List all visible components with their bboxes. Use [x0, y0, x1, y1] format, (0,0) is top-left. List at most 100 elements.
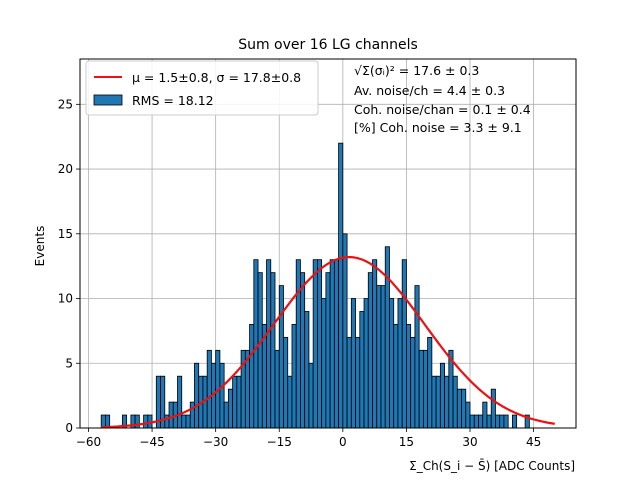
plot-frame [79, 58, 577, 429]
histogram-bar [439, 362, 445, 429]
histogram-bar [512, 414, 518, 429]
histogram-bar [249, 324, 255, 429]
histogram-bar [232, 375, 238, 429]
histogram-bar [406, 324, 412, 429]
histogram-bar [435, 375, 441, 429]
y-tick-label: 10 [58, 292, 73, 306]
x-tick-label: −15 [267, 435, 292, 449]
histogram-bar [270, 272, 276, 429]
histogram-bar [300, 272, 306, 429]
histogram-bar [236, 375, 242, 429]
y-tick-label: 25 [58, 97, 73, 111]
histogram-bar [414, 285, 420, 429]
histogram-bar [444, 375, 450, 429]
legend-box [85, 60, 319, 116]
histogram-bar [473, 414, 479, 429]
annotation-total-noise: √Σ(σᵢ)² = 17.6 ± 0.3 [354, 63, 479, 78]
histogram-bar [495, 414, 501, 429]
x-tick-label: 15 [399, 435, 414, 449]
histogram-bar [355, 336, 361, 429]
histogram-bar [478, 414, 484, 429]
histogram-bar [363, 298, 369, 429]
histogram-bar [456, 388, 462, 429]
histogram-bar [393, 324, 399, 429]
histogram-bar [397, 298, 403, 429]
x-tick-label: −30 [203, 435, 228, 449]
histogram-bar [376, 285, 382, 429]
histogram-bar [431, 375, 437, 429]
histogram-bar [164, 414, 170, 429]
histogram-bar [359, 311, 365, 429]
histogram-bar [253, 259, 259, 429]
histogram-bar [389, 298, 395, 429]
histogram-bar [401, 259, 407, 429]
x-tick-label: −60 [76, 435, 101, 449]
histogram-bar [283, 336, 289, 429]
histogram-bar [134, 414, 140, 429]
histogram-bars [100, 142, 530, 429]
histogram-bar [257, 272, 263, 429]
histogram-bar [177, 375, 183, 429]
histogram-bar [206, 349, 212, 429]
gaussian-fit [101, 255, 555, 429]
y-tick-label: 20 [58, 162, 73, 176]
histogram-bar [227, 388, 234, 429]
axis-ticks: −60 −45 −30 −15 0 15 30 45 0 5 10 15 20 25 [58, 97, 542, 449]
histogram-bar [486, 414, 492, 429]
histogram-bar [410, 336, 416, 429]
histogram-bar [143, 414, 149, 429]
y-tick-label: 0 [65, 421, 73, 435]
histogram-bar [317, 259, 323, 429]
y-axis-label: Events [33, 226, 47, 267]
histogram-bar [304, 311, 310, 429]
histogram-bar [329, 259, 335, 429]
histogram-bar [469, 414, 475, 429]
legend-rms-label: RMS = 18.12 [132, 93, 214, 108]
histogram-bar [367, 272, 373, 429]
histogram-bar [452, 375, 458, 429]
histogram-bar [168, 401, 174, 429]
histogram-bar [422, 349, 429, 429]
annotation-avg-noise: Av. noise/ch = 4.4 ± 0.3 [354, 83, 505, 98]
histogram-bar [185, 414, 191, 429]
histogram-bar [194, 362, 200, 429]
histogram-bar [325, 272, 331, 429]
histogram-bar [274, 349, 280, 429]
histogram-bar [223, 401, 229, 429]
x-axis-label: Σ_Ch(S_i − S̄) [ADC Counts] [409, 459, 575, 473]
histogram-bar [321, 298, 327, 429]
y-tick-label: 15 [58, 227, 73, 241]
histogram-bar [219, 362, 225, 429]
histogram-bar [312, 259, 318, 429]
annotation-coh-noise-chan: Coh. noise/chan = 0.1 ± 0.4 [354, 102, 531, 117]
histogram-bar [372, 259, 378, 429]
legend-bar-swatch [93, 94, 123, 106]
histogram-bar [266, 259, 272, 429]
y-tick-label: 5 [65, 356, 73, 370]
histogram-bar [427, 336, 433, 429]
histogram-bar [490, 388, 496, 429]
histogram-bar [295, 259, 301, 429]
histogram-bar [342, 233, 348, 429]
histogram-bar [465, 401, 471, 429]
chart-title: Sum over 16 LG channels [238, 37, 418, 53]
legend-fit-label: μ = 1.5±0.8, σ = 17.8±0.8 [132, 70, 301, 85]
histogram-bar [338, 142, 344, 429]
x-tick-label: 30 [462, 435, 477, 449]
histogram-bar [482, 401, 488, 429]
histogram-bar [189, 401, 195, 429]
histogram-bar [461, 388, 467, 429]
histogram-bar [380, 285, 386, 429]
histogram-bar [308, 362, 314, 429]
x-tick-label: 45 [526, 435, 541, 449]
histogram-bar [503, 414, 509, 429]
histogram-bar [350, 298, 356, 429]
histogram-bar [418, 349, 424, 429]
histogram-bar [333, 259, 339, 429]
histogram-bar [384, 246, 390, 429]
histogram-bar [287, 375, 293, 429]
stats-annotations: √Σ(σᵢ)² = 17.6 ± 0.3 Av. noise/ch = 4.4 … [354, 63, 531, 135]
histogram-bar [291, 324, 297, 429]
x-tick-label: −45 [139, 435, 164, 449]
